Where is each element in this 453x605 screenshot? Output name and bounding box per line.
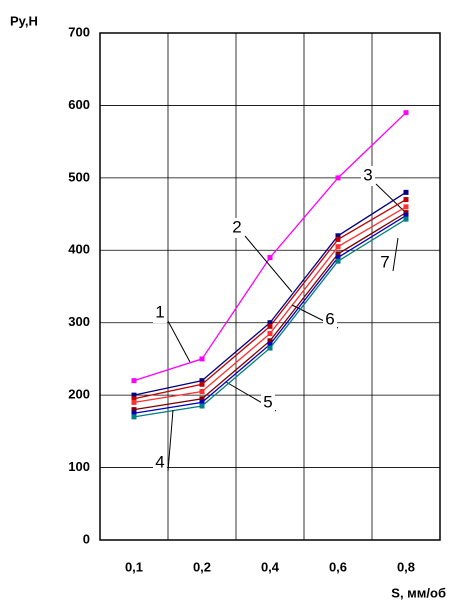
y-tick-label: 600: [68, 97, 90, 112]
point-marker: [131, 378, 137, 384]
series-line: [133, 218, 407, 418]
point-marker: [403, 216, 409, 222]
point-marker: [199, 403, 205, 409]
point-marker: [403, 213, 409, 219]
leader-line: [167, 409, 174, 472]
point-marker: [199, 389, 205, 395]
point-marker: [199, 378, 205, 384]
x-tick-label: 0,1: [125, 559, 143, 574]
point-marker: [267, 345, 273, 351]
label-bg: [378, 253, 392, 273]
y-tick-label: 700: [68, 24, 90, 39]
series-label: 1: [155, 302, 164, 321]
x-tick-label: 0,2: [193, 559, 211, 574]
y-tick-label: 300: [68, 314, 90, 329]
point-marker: [335, 244, 341, 250]
point-marker: [335, 251, 341, 257]
series-line: [133, 212, 407, 411]
x-axis-label: S, мм/об: [391, 585, 446, 600]
series-label: 3: [363, 165, 372, 184]
point-marker: [335, 233, 341, 239]
point-marker: [403, 210, 409, 216]
point-marker: [403, 189, 409, 195]
point-marker: [267, 320, 273, 326]
point-marker: [131, 414, 137, 420]
point-marker: [131, 410, 137, 416]
point-marker: [131, 396, 137, 402]
leader-line: [375, 183, 406, 213]
point-marker: [403, 110, 409, 116]
series-label: 2: [232, 217, 241, 236]
series-label: 7: [380, 252, 389, 271]
point-marker: [335, 236, 341, 242]
y-tick-label: 500: [68, 169, 90, 184]
point-marker: [267, 341, 273, 347]
series-label: 6: [325, 309, 334, 328]
point-marker: [403, 204, 409, 210]
y-tick-label: 100: [68, 459, 90, 474]
y-tick-label: 400: [68, 242, 90, 257]
point-marker: [403, 197, 409, 203]
point-marker: [131, 407, 137, 413]
label-bg: [361, 166, 375, 186]
point-marker: [267, 255, 273, 261]
x-tick-label: 0,4: [261, 559, 280, 574]
point-marker: [199, 356, 205, 362]
leader-line: [392, 237, 399, 272]
series-line: [133, 199, 407, 400]
leader-line: [167, 320, 191, 363]
point-marker: [335, 255, 341, 261]
point-marker: [199, 396, 205, 402]
label-bg: [261, 393, 275, 413]
point-marker: [335, 258, 341, 264]
point-marker: [131, 399, 137, 405]
series-label: 5: [263, 392, 272, 411]
point-marker: [131, 392, 137, 398]
point-marker: [335, 175, 341, 181]
point-marker: [267, 323, 273, 329]
y-tick-label: 0: [83, 531, 90, 546]
series-label: 4: [155, 452, 164, 471]
series-line: [133, 206, 407, 404]
point-marker: [267, 338, 273, 344]
series-line: [133, 214, 407, 414]
label-bg: [153, 303, 167, 323]
y-tick-label: 200: [68, 387, 90, 402]
x-tick-label: 0,6: [329, 559, 347, 574]
label-bg: [153, 453, 167, 473]
point-marker: [267, 331, 273, 337]
leader-line: [244, 235, 293, 293]
label-bg: [323, 310, 337, 330]
point-marker: [199, 381, 205, 387]
x-tick-label: 0,8: [397, 559, 415, 574]
y-axis-label: Py,H: [10, 13, 38, 28]
point-marker: [199, 399, 205, 405]
label-bg: [230, 218, 244, 238]
plot-frame: [99, 32, 441, 541]
